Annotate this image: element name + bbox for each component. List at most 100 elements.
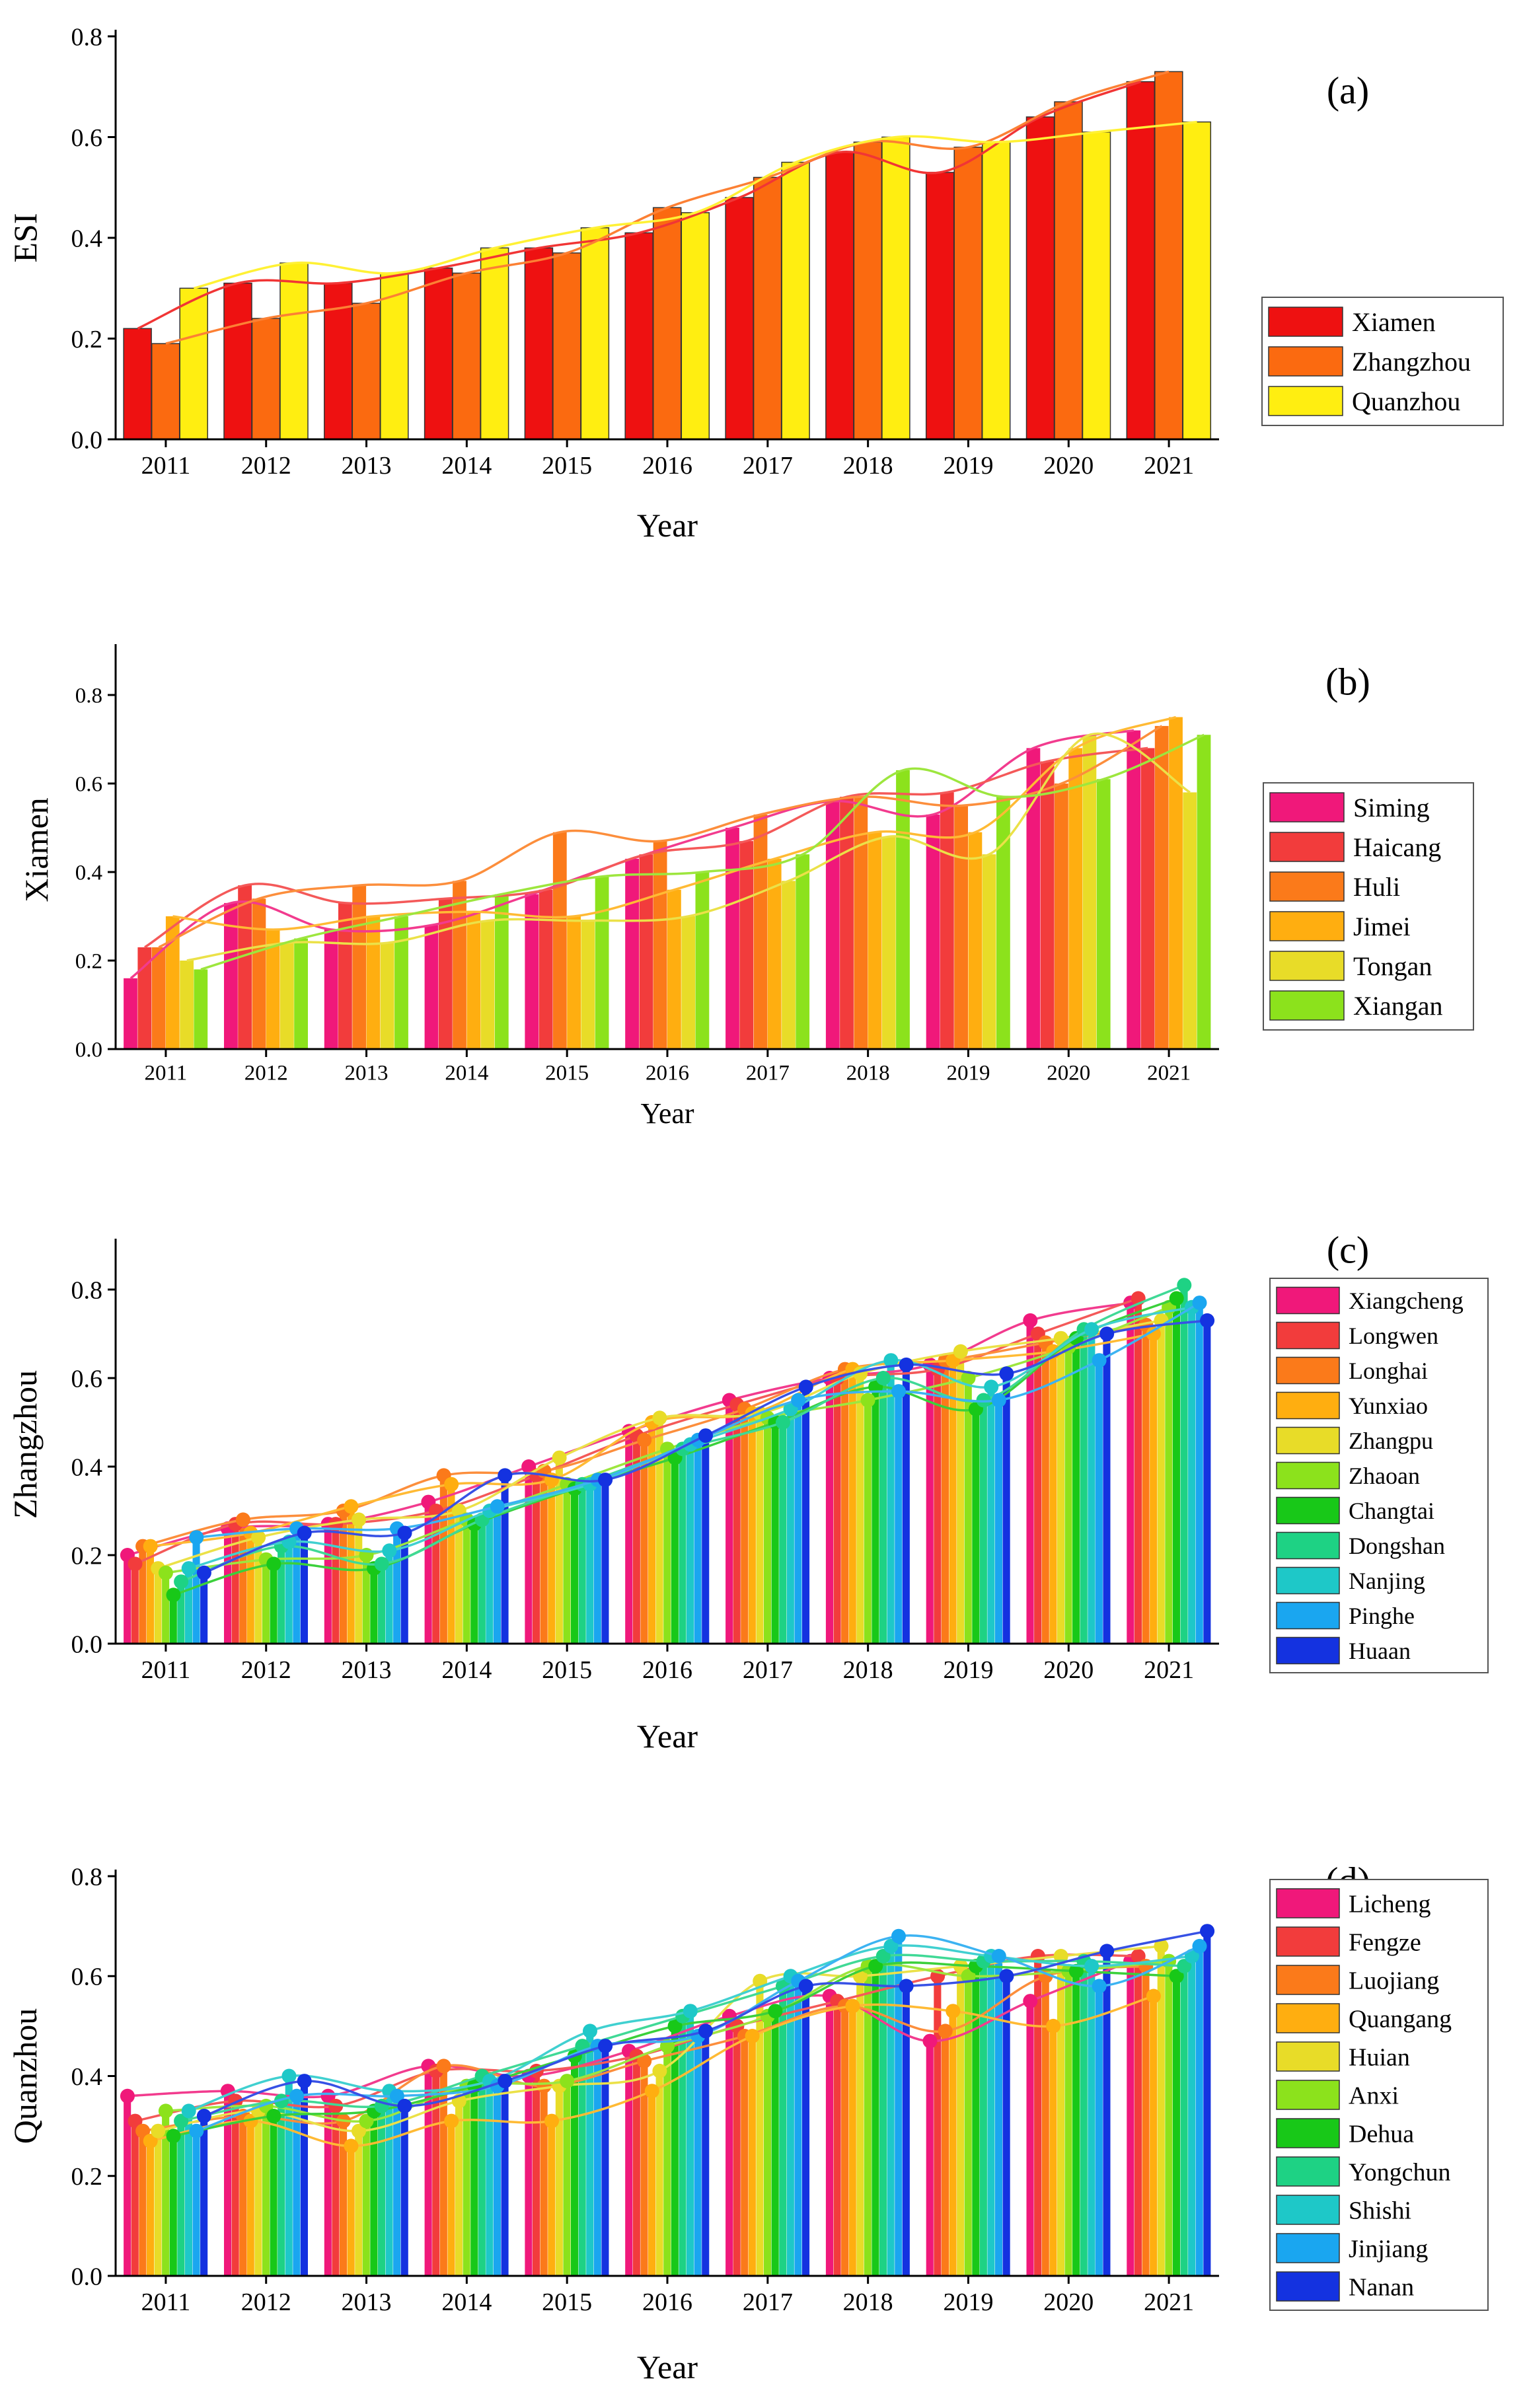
x-tick-label: 2011 — [145, 1062, 188, 1085]
marker-yunxiao-2014 — [444, 1477, 459, 1492]
bar-haicang-2013 — [338, 902, 352, 1049]
marker-quangang-2016 — [644, 2084, 659, 2099]
x-tick-label: 2019 — [943, 2288, 993, 2316]
bar-longhai-2014 — [439, 1475, 447, 1644]
legend-label-longwen: Longwen — [1349, 1323, 1438, 1349]
bar-huian-2021 — [1157, 1946, 1165, 2276]
legend-swatch-longhai — [1276, 1356, 1340, 1385]
bar-anxi-2011 — [162, 2111, 170, 2276]
bar-huian-2013 — [355, 2131, 363, 2276]
bar-tongan-2020 — [1082, 735, 1097, 1049]
marker-licheng-2019 — [922, 2033, 938, 2049]
bar-dehua-2019 — [972, 1966, 980, 2276]
bar-huli-2015 — [552, 832, 567, 1049]
bar-yongchun-2019 — [979, 1961, 987, 2276]
bar-nanjing-2018 — [887, 1360, 895, 1644]
bar-zhaoan-2018 — [864, 1400, 872, 1644]
marker-longhai-2016 — [637, 1432, 652, 1447]
marker-changtai-2021 — [1169, 1291, 1184, 1306]
bar-nanan-2013 — [400, 2105, 408, 2276]
y-tick-label: 0.6 — [71, 1963, 103, 1991]
bar-longwen-2013 — [332, 1524, 340, 1644]
bar-xiamen-2015 — [524, 247, 554, 440]
bar-yunxiao-2021 — [1150, 1334, 1158, 1644]
marker-dongshan-2011 — [174, 1574, 189, 1589]
legend-label-dongshan: Dongshan — [1349, 1533, 1445, 1559]
bar-siming-2015 — [525, 894, 539, 1049]
bar-haicang-2017 — [739, 841, 754, 1049]
bar-nanan-2016 — [702, 2031, 710, 2276]
x-tick-label: 2015 — [545, 1062, 589, 1085]
marker-quangang-2015 — [544, 2113, 559, 2129]
bar-fengze-2016 — [632, 2056, 640, 2277]
bar-pinghe-2012 — [293, 1528, 301, 1644]
x-tick-label: 2018 — [843, 2288, 893, 2316]
marker-huaan-2018 — [899, 1357, 914, 1372]
bar-pinghe-2020 — [1095, 1360, 1103, 1644]
bar-quangang-2014 — [447, 2121, 455, 2276]
legend-swatch-licheng — [1276, 1888, 1340, 1918]
x-axis-label: Year — [637, 2349, 698, 2386]
bar-yunxiao-2014 — [447, 1484, 455, 1644]
legend-swatch-shishi — [1276, 2195, 1340, 2225]
bar-dehua-2011 — [169, 2136, 177, 2277]
bar-nanan-2012 — [300, 2081, 308, 2276]
bar-quanzhou-2018 — [881, 136, 910, 440]
bar-changtai-2011 — [169, 1595, 177, 1644]
bar-zhangzhou-2018 — [853, 141, 883, 440]
bar-zhangzhou-2021 — [1154, 71, 1183, 440]
bar-tongan-2019 — [982, 854, 996, 1049]
x-tick-label: 2020 — [1043, 2288, 1094, 2316]
legend-label-jimei: Jimei — [1353, 912, 1411, 941]
bar-huli-2011 — [151, 947, 166, 1049]
x-tick-label: 2018 — [843, 452, 893, 480]
x-tick-label: 2013 — [342, 2288, 392, 2316]
x-tick-label: 2021 — [1144, 1656, 1194, 1684]
marker-dehua-2018 — [868, 1959, 883, 1974]
marker-licheng-2011 — [120, 2088, 135, 2103]
bar-jimei-2016 — [667, 889, 681, 1049]
legend-swatch-yunxiao — [1276, 1391, 1340, 1420]
x-tick-label: 2013 — [342, 452, 392, 480]
legend-label-shishi: Shishi — [1349, 2197, 1411, 2224]
marker-nanan-2018 — [899, 1979, 914, 1994]
marker-huaan-2015 — [598, 1473, 613, 1488]
marker-shishi-2020 — [1084, 1959, 1099, 1974]
bar-zhangpu-2020 — [1057, 1338, 1064, 1644]
bar-anxi-2018 — [864, 1966, 872, 2276]
bar-zhangpu-2012 — [254, 1537, 262, 1644]
x-tick-label: 2020 — [1043, 452, 1094, 480]
bar-zhaoan-2014 — [463, 1519, 470, 1644]
bar-jinjiang-2016 — [694, 2036, 702, 2276]
bar-dongshan-2018 — [879, 1378, 887, 1644]
bar-nanjing-2021 — [1188, 1307, 1196, 1644]
bar-quangang-2013 — [347, 2146, 355, 2276]
x-tick-label: 2014 — [445, 1062, 488, 1085]
bar-jimei-2018 — [868, 832, 882, 1049]
legend-swatch-luojiang — [1276, 1965, 1340, 1995]
bar-jinjiang-2020 — [1095, 1986, 1103, 2276]
bar-huian-2017 — [756, 1981, 764, 2276]
bar-huaan-2012 — [300, 1533, 308, 1644]
bar-xiamen-2017 — [725, 197, 754, 440]
bar-siming-2017 — [725, 828, 739, 1049]
bar-longwen-2014 — [432, 1511, 440, 1644]
legend-label-zhangpu: Zhangpu — [1349, 1428, 1433, 1454]
marker-nanjing-2011 — [181, 1561, 196, 1576]
y-tick-label: 0.8 — [71, 1276, 103, 1304]
bar-huaan-2016 — [702, 1436, 710, 1644]
bar-siming-2019 — [926, 814, 940, 1049]
x-tick-label: 2018 — [843, 1656, 893, 1684]
legend-swatch-huian — [1276, 2041, 1340, 2072]
marker-huaan-2016 — [698, 1428, 713, 1443]
bar-pinghe-2011 — [192, 1537, 200, 1644]
bar-jimei-2013 — [366, 916, 381, 1049]
trend-line-xiamen — [137, 80, 1142, 330]
bar-nanjing-2013 — [385, 1551, 393, 1644]
marker-dongshan-2017 — [776, 1415, 790, 1430]
bar-zhaoan-2013 — [362, 1555, 370, 1644]
bar-longhai-2018 — [841, 1369, 849, 1644]
marker-quangang-2014 — [444, 2113, 459, 2129]
bar-anxi-2019 — [964, 1976, 972, 2277]
marker-zhaoan-2018 — [860, 1393, 875, 1408]
